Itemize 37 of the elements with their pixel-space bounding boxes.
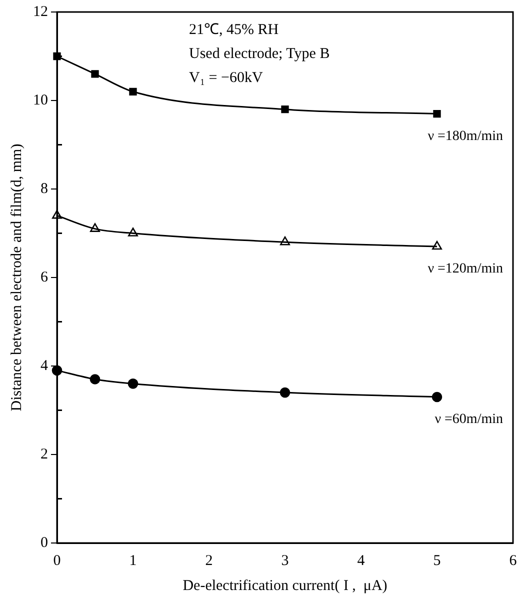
y-tick-label: 10: [33, 92, 48, 108]
annotation: V₁ = −60kV: [189, 70, 263, 86]
x-tick-label: 1: [129, 552, 137, 569]
y-tick-label: 8: [40, 180, 48, 197]
point: [53, 52, 61, 60]
point: [128, 378, 138, 389]
y-tick-label: 4: [40, 358, 48, 374]
series-label: ν =60m/min: [434, 412, 503, 427]
point: [432, 392, 442, 402]
point: [128, 228, 138, 236]
series-label: ν =180m/min: [428, 128, 503, 144]
point: [90, 374, 100, 384]
series-label: ν =120m/min: [428, 262, 503, 277]
y-axis-title: Distance between electrode and film(d, mm): [8, 144, 25, 412]
point: [91, 70, 99, 78]
point: [280, 387, 290, 398]
x-tick-label: 3: [281, 552, 289, 569]
x-tick-label: 6: [509, 552, 518, 569]
point: [52, 210, 62, 219]
annotation: Used electrode; Type B: [189, 46, 330, 62]
x-axis-title: De-electrification current( I , μA): [182, 578, 388, 594]
point: [90, 223, 100, 232]
point: [52, 365, 62, 376]
point: [129, 88, 137, 96]
y-tick-label: 2: [40, 446, 48, 462]
y-tick-label: 6: [40, 269, 48, 286]
y-tick-label: 12: [33, 4, 48, 20]
x-tick-label: 0: [53, 552, 61, 569]
point: [433, 110, 441, 118]
annotation: 21℃, 45% RH: [189, 22, 279, 38]
x-tick-label: 5: [433, 552, 441, 569]
point: [432, 240, 442, 250]
y-tick-label: 0: [40, 534, 48, 551]
point: [280, 236, 290, 246]
x-tick-label: 4: [357, 552, 366, 569]
x-tick-label: 2: [205, 552, 213, 569]
point: [281, 106, 289, 114]
